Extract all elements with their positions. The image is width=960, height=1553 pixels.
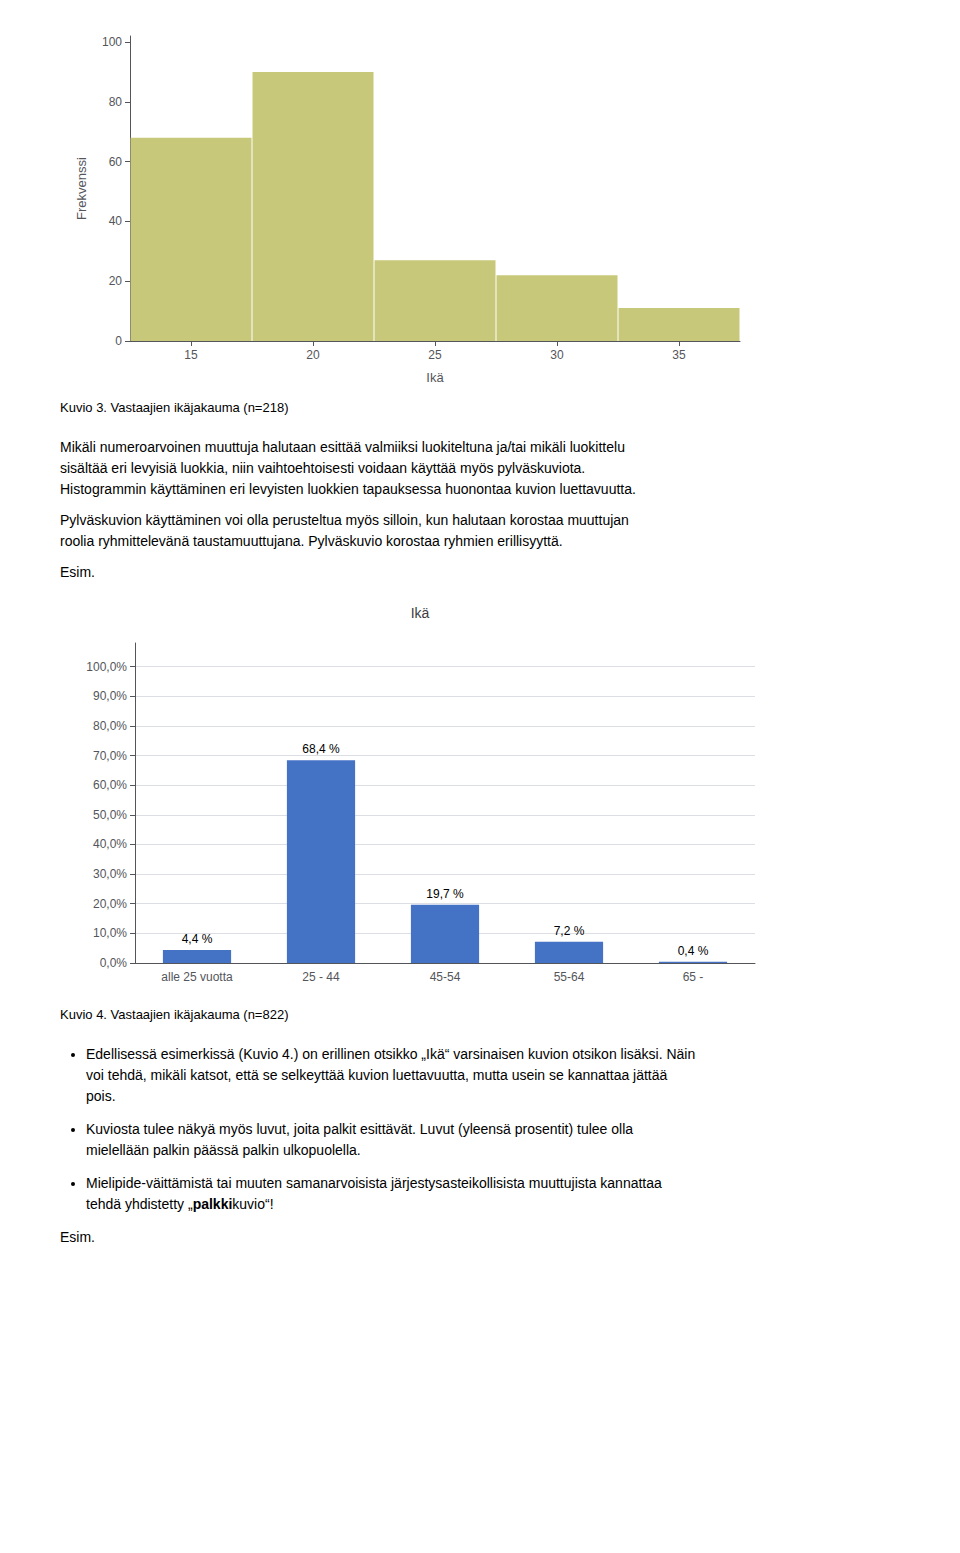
html-text:voi tehdä, mikäli katsot, että: voi tehdä, mikäli katsot, että se selkey… xyxy=(86,1067,668,1083)
svg-text:0,4 %: 0,4 % xyxy=(678,944,709,958)
svg-text:90,0%: 90,0% xyxy=(93,689,127,703)
svg-text:19,7 %: 19,7 % xyxy=(426,887,464,901)
svg-text:60,0%: 60,0% xyxy=(93,778,127,792)
svg-text:80: 80 xyxy=(109,95,123,109)
html-text:Kuvio 3. Vastaajien ikäjakauma: Kuvio 3. Vastaajien ikäjakauma (n=218) xyxy=(60,400,289,415)
html-text:Esim.: Esim. xyxy=(60,1229,95,1245)
svg-text:100: 100 xyxy=(102,35,122,49)
svg-text:Ikä: Ikä xyxy=(411,605,430,621)
svg-text:55-64: 55-64 xyxy=(554,970,585,984)
html-text:tehdä yhdistetty „ palkki kuvi: tehdä yhdistetty „ palkki kuvio“! xyxy=(86,1196,274,1212)
svg-text:30,0%: 30,0% xyxy=(93,867,127,881)
html-text:Kuviosta tulee näkyä myös luvu: Kuviosta tulee näkyä myös luvut, joita p… xyxy=(86,1121,634,1137)
svg-text:65 -: 65 - xyxy=(683,970,704,984)
svg-text:25 - 44: 25 - 44 xyxy=(302,970,340,984)
svg-text:68,4 %: 68,4 % xyxy=(302,742,340,756)
svg-text:20,0%: 20,0% xyxy=(93,897,127,911)
svg-text:Frekvenssi: Frekvenssi xyxy=(74,157,89,220)
svg-text:45-54: 45-54 xyxy=(430,970,461,984)
html-text:Mikäli numeroarvoinen muuttuja: Mikäli numeroarvoinen muuttuja halutaan … xyxy=(60,439,625,455)
svg-text:30: 30 xyxy=(550,348,564,362)
html-text:Edellisessä esimerkissä (Kuvio: Edellisessä esimerkissä (Kuvio 4.) on er… xyxy=(86,1046,696,1062)
html-text:sisältää eri levyisiä luokkia,: sisältää eri levyisiä luokkia, niin vaih… xyxy=(60,460,586,476)
svg-text:50,0%: 50,0% xyxy=(93,808,127,822)
html-text:Kuvio 4. Vastaajien ikäjakauma: Kuvio 4. Vastaajien ikäjakauma (n=822) xyxy=(60,1007,289,1022)
svg-text:60: 60 xyxy=(109,155,123,169)
svg-text:40,0%: 40,0% xyxy=(93,837,127,851)
html-text:pois.: pois. xyxy=(86,1088,116,1104)
svg-text:100,0%: 100,0% xyxy=(86,660,127,674)
svg-text:70,0%: 70,0% xyxy=(93,749,127,763)
svg-text:Ikä: Ikä xyxy=(426,370,444,385)
svg-text:alle 25 vuotta: alle 25 vuotta xyxy=(161,970,233,984)
html-text:Pylväskuvion käyttäminen voi o: Pylväskuvion käyttäminen voi olla perust… xyxy=(60,512,629,528)
svg-text:4,4 %: 4,4 % xyxy=(182,932,213,946)
svg-text:15: 15 xyxy=(184,348,198,362)
svg-text:80,0%: 80,0% xyxy=(93,719,127,733)
html-text:roolia ryhmittelevänä taustamu: roolia ryhmittelevänä taustamuuttujana. … xyxy=(60,533,563,549)
svg-text:7,2 %: 7,2 % xyxy=(554,924,585,938)
svg-text:0: 0 xyxy=(115,334,122,348)
html-text:mielellään palkin päässä palki: mielellään palkin päässä palkin ulkopuol… xyxy=(86,1142,361,1158)
html-text:Histogrammin käyttäminen eri l: Histogrammin käyttäminen eri levyisten l… xyxy=(60,481,636,497)
svg-text:20: 20 xyxy=(109,274,123,288)
svg-text:20: 20 xyxy=(306,348,320,362)
html-text:Mielipide-väittämistä tai muut: Mielipide-väittämistä tai muuten samanar… xyxy=(86,1175,662,1191)
svg-text:0,0%: 0,0% xyxy=(100,956,128,970)
html-text:Esim.: Esim. xyxy=(60,564,95,580)
svg-text:25: 25 xyxy=(428,348,442,362)
svg-text:35: 35 xyxy=(672,348,686,362)
svg-text:40: 40 xyxy=(109,214,123,228)
svg-text:10,0%: 10,0% xyxy=(93,926,127,940)
